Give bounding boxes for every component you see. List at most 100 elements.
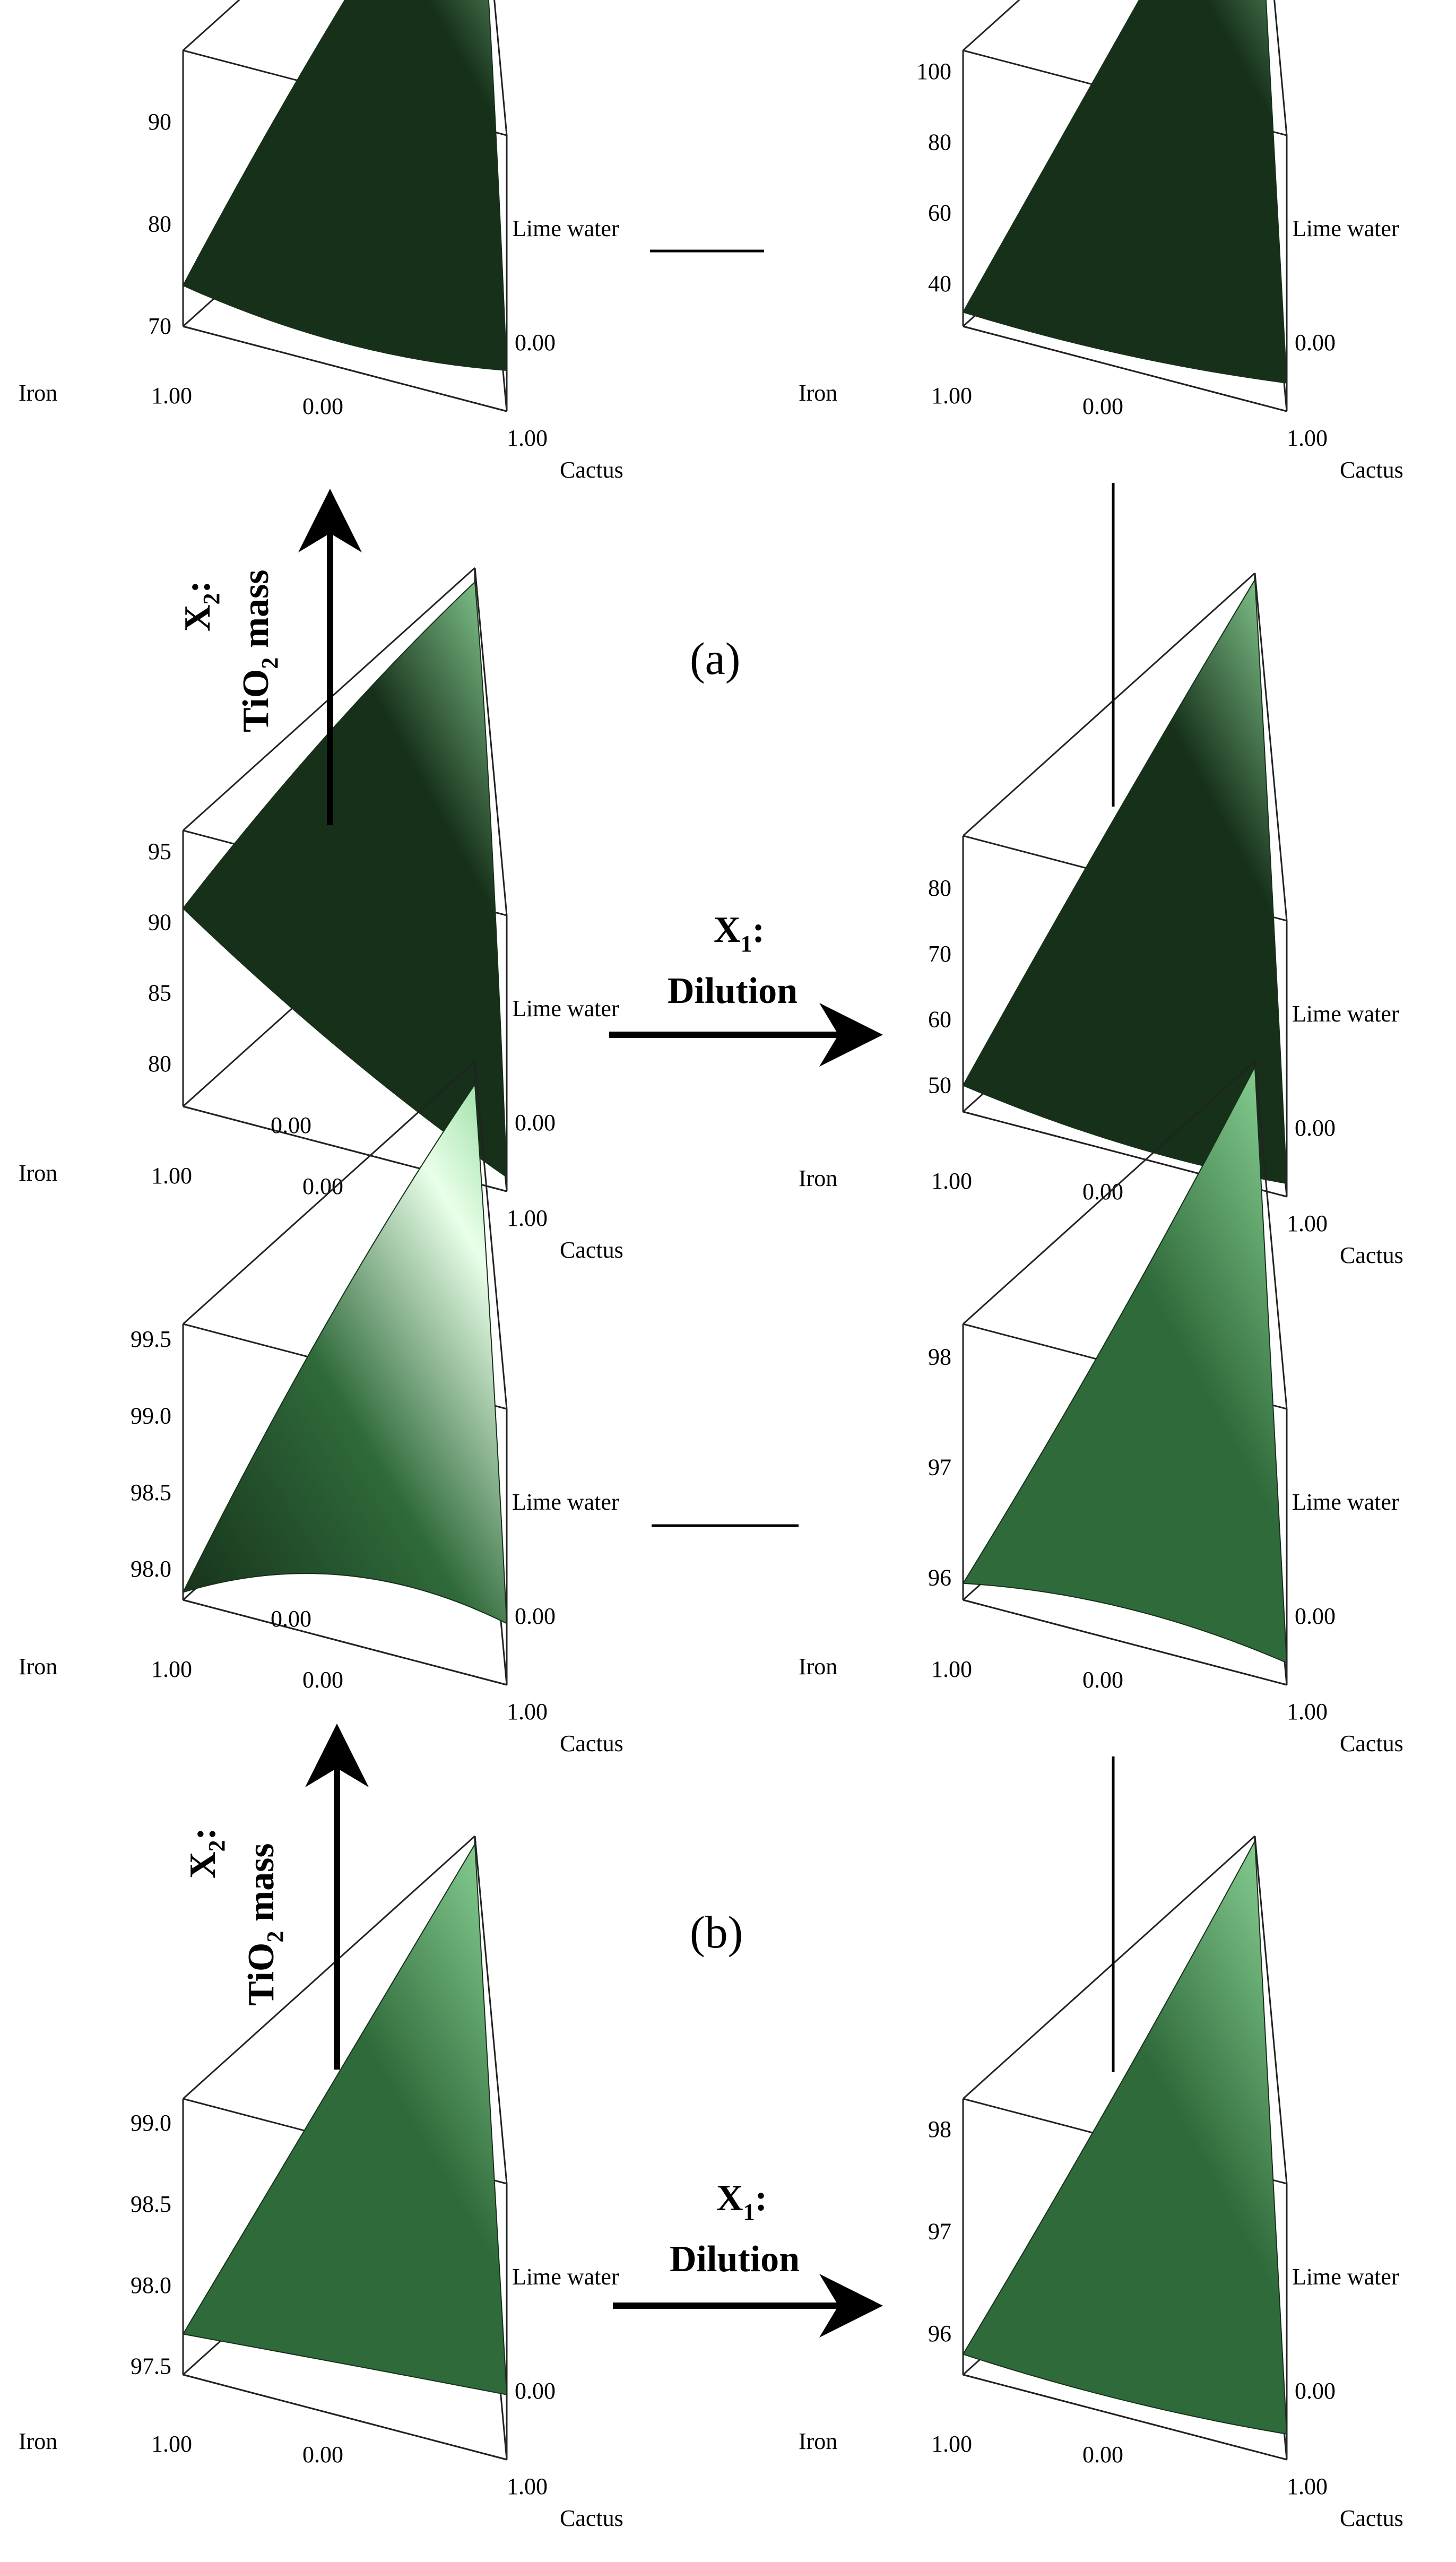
corner-tick-iron: 1.00 — [931, 383, 972, 409]
axis-label-lime-water: Lime water — [512, 215, 619, 241]
corner-tick-lime: 0.00 — [515, 330, 556, 356]
z-tick-label: 95 — [148, 838, 171, 864]
response-surface — [182, 0, 508, 371]
inner-tick: 0.00 — [271, 1112, 311, 1138]
corner-tick-iron: 1.00 — [151, 1656, 192, 1682]
svg-text:X2:: X2: — [183, 1828, 230, 1879]
corner-tick-cactus: 1.00 — [507, 1205, 548, 1231]
response-surface — [182, 1083, 508, 1625]
response-surface — [962, 1064, 1288, 1664]
corner-tick-lime: 0.00 — [1295, 2378, 1336, 2404]
z-tick-label: 96 — [928, 1564, 951, 1590]
corner-tick-lime: 0.00 — [1295, 1115, 1336, 1141]
corner-tick-cactus: 1.00 — [1287, 2473, 1328, 2499]
z-tick-label: 80 — [148, 1051, 171, 1077]
axis-label-lime-water: Lime water — [1292, 1001, 1399, 1027]
axis-label-iron: Iron — [799, 380, 837, 406]
z-tick-label: 96 — [928, 2321, 951, 2347]
z-tick-label: 50 — [928, 1072, 951, 1098]
x1-name-b: Dilution — [670, 2239, 800, 2280]
svg-text:TiO2 mass: TiO2 mass — [241, 1843, 288, 2006]
axis-label-iron: Iron — [19, 1160, 57, 1186]
frame-front-edge — [963, 2374, 1287, 2461]
corner-tick-iron: 1.00 — [931, 1168, 972, 1194]
frame-front-edge — [183, 2374, 507, 2461]
response-surface — [962, 578, 1288, 1184]
corner-tick-lime: 0.00 — [515, 2378, 556, 2404]
corner-tick-lime: 0.00 — [1295, 1603, 1336, 1629]
axis-label-lime-water: Lime water — [512, 2264, 619, 2290]
axis-label-iron: Iron — [19, 380, 57, 406]
axis-label-cactus: Cactus — [560, 2505, 623, 2531]
corner-tick-cactus: 1.00 — [1287, 1699, 1328, 1725]
corner-tick-cactus: 1.00 — [507, 1699, 548, 1725]
frame-edge — [1254, 1836, 1288, 2184]
z-tick-label: 90 — [148, 109, 171, 135]
corner-tick-middle: 0.00 — [1082, 1667, 1123, 1693]
axis-label-lime-water: Lime water — [512, 1489, 619, 1515]
response-surface — [962, 0, 1288, 384]
x1-label-a: X1: — [714, 910, 765, 957]
panel-b: 98.0 98.5 99.0 99.5 1.00 0.00 1.00 0.00 0.00 Iron… — [19, 1060, 1403, 2531]
z-tick-label: 90 — [148, 909, 171, 935]
corner-tick-middle: 0.00 — [302, 2442, 343, 2468]
corner-tick-iron: 1.00 — [931, 2431, 972, 2457]
frame-edge — [1254, 1061, 1288, 1409]
frame-edge — [962, 1060, 1256, 1325]
frame-edge — [493, 0, 508, 136]
frame-front-edge — [963, 325, 1287, 412]
z-tick-label: 60 — [928, 200, 951, 226]
x2-name-a: TiO2 mass — [236, 569, 283, 732]
axis-label-lime-water: Lime water — [1292, 2264, 1399, 2290]
axis-label-cactus: Cactus — [560, 457, 623, 483]
z-tick-label: 60 — [928, 1007, 951, 1033]
axis-label-cactus: Cactus — [1340, 1242, 1403, 1268]
axis-label-cactus: Cactus — [560, 1237, 623, 1263]
axis-label-cactus: Cactus — [1340, 1730, 1403, 1756]
corner-tick-cactus: 1.00 — [1287, 1210, 1328, 1236]
z-tick-label: 80 — [928, 129, 951, 155]
response-surface — [182, 581, 508, 1179]
z-tick-label: 98.0 — [131, 1556, 171, 1582]
frame-edge — [474, 567, 508, 916]
z-tick-label: 99.5 — [131, 1326, 171, 1352]
frame-edge — [962, 0, 1020, 51]
chart-b-top-left: 98.0 98.5 99.0 99.5 1.00 0.00 1.00 0.00 0.00 Iron… — [19, 1060, 623, 1756]
chart-b-top-right: 96 97 98 1.00 0.00 1.00 0.00 Iron Lime water Cact… — [799, 1060, 1403, 1756]
corner-tick-cactus: 1.00 — [507, 2473, 548, 2499]
z-tick-label: 97 — [928, 1454, 951, 1480]
axis-label-iron: Iron — [19, 2428, 57, 2454]
response-surface — [962, 1839, 1288, 2435]
x2-label-a: X2: — [177, 581, 224, 631]
frame-front-edge — [183, 1599, 507, 1686]
corner-tick-cactus: 1.00 — [507, 425, 548, 451]
frame-edge — [182, 1060, 476, 1325]
axis-label-lime-water: Lime water — [512, 996, 619, 1022]
axis-label-lime-water: Lime water — [1292, 215, 1399, 241]
frame-edge — [962, 572, 1256, 837]
z-tick-label: 97.5 — [131, 2353, 171, 2379]
z-tick-label: 98.5 — [131, 2191, 171, 2217]
axis-label-cactus: Cactus — [560, 1730, 623, 1756]
x1-label-b: X1: — [716, 2178, 767, 2225]
frame-edge — [1273, 0, 1288, 136]
z-tick-label: 70 — [928, 941, 951, 967]
z-tick-label: 98.0 — [131, 2272, 171, 2298]
z-tick-label: 98 — [928, 2116, 951, 2142]
corner-tick-lime: 0.00 — [1295, 330, 1336, 356]
axis-label-iron: Iron — [19, 1654, 57, 1680]
z-tick-label: 98.5 — [131, 1479, 171, 1505]
z-tick-label: 99.0 — [131, 1403, 171, 1429]
response-surface — [182, 1842, 508, 2395]
frame-edge — [474, 1836, 508, 2184]
z-tick-label: 100 — [916, 58, 951, 84]
axis-label-lime-water: Lime water — [1292, 1489, 1399, 1515]
corner-tick-cactus: 1.00 — [1287, 425, 1328, 451]
axis-label-iron: Iron — [799, 1654, 837, 1680]
frame-edge — [182, 0, 240, 51]
z-tick-label: 40 — [928, 271, 951, 297]
frame-edge — [1254, 573, 1288, 921]
z-tick-label: 98 — [928, 1344, 951, 1370]
corner-tick-middle: 0.00 — [1082, 393, 1123, 419]
x2-label-b: X2: — [183, 1828, 230, 1879]
